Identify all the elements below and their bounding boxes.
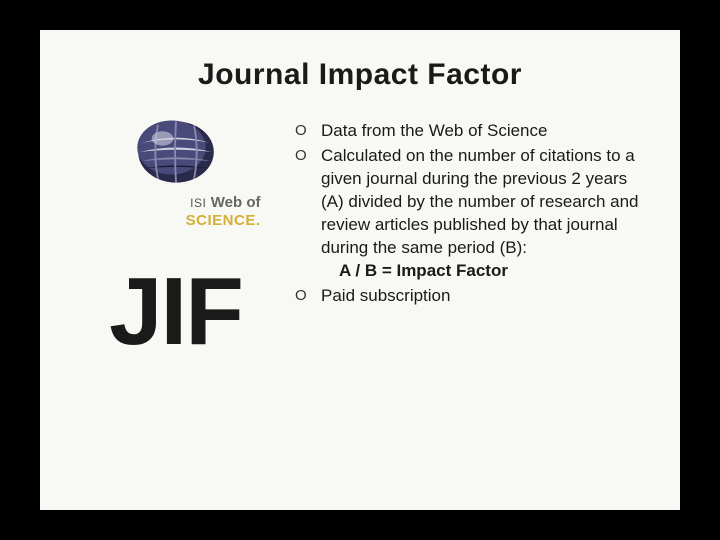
bullet-text: Paid subscription [321, 286, 450, 305]
bullet-text: Calculated on the number of citations to… [321, 146, 639, 257]
list-item: Data from the Web of Science [295, 120, 652, 143]
slide: Journal Impact Factor ISI We [40, 30, 680, 510]
logo-text: ISI Web of SCIENCE. [91, 194, 261, 229]
left-column: ISI Web of SCIENCE. JIF [68, 116, 283, 367]
formula-text: A / B = Impact Factor [321, 260, 652, 283]
right-column: Data from the Web of Science Calculated … [295, 116, 652, 367]
globe-icon [131, 116, 221, 188]
list-item: Paid subscription [295, 285, 652, 308]
jif-acronym: JIF [109, 257, 242, 367]
isi-logo: ISI Web of SCIENCE. [86, 116, 266, 229]
logo-webof-text: Web of [211, 194, 261, 211]
bullet-text: Data from the Web of Science [321, 121, 547, 140]
page-title: Journal Impact Factor [68, 58, 652, 92]
content-row: ISI Web of SCIENCE. JIF Data from the We… [68, 116, 652, 367]
logo-science-text: SCIENCE. [186, 212, 261, 229]
list-item: Calculated on the number of citations to… [295, 145, 652, 283]
bullet-list: Data from the Web of Science Calculated … [295, 120, 652, 308]
logo-isi-text: ISI [190, 196, 206, 210]
